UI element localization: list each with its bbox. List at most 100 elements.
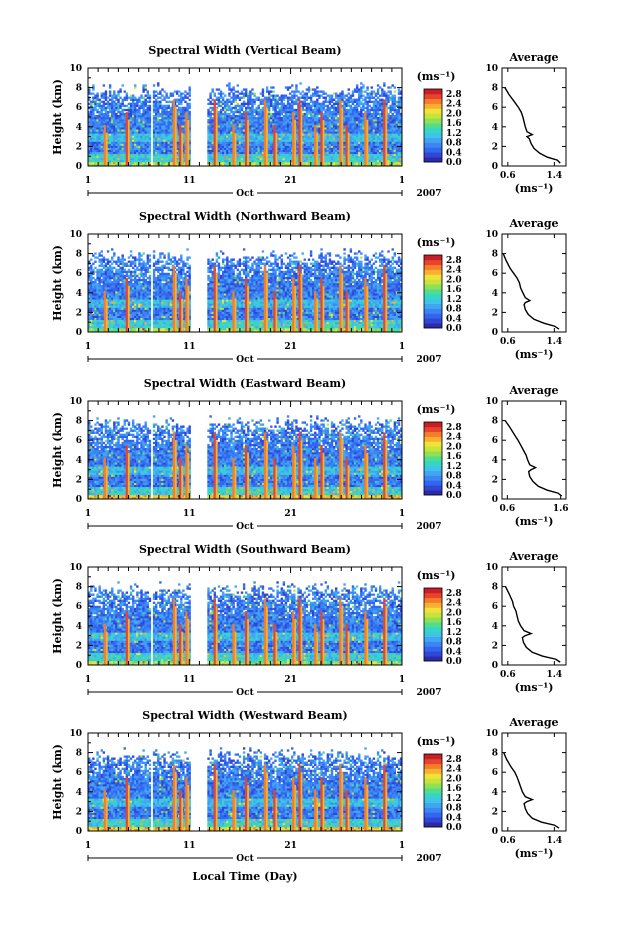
- heat-cell: [398, 103, 400, 105]
- heat-cell: [373, 158, 375, 160]
- heat-cell: [335, 107, 337, 109]
- heat-cell: [232, 121, 234, 123]
- heat-cell: [373, 119, 375, 121]
- heat-cell: [92, 156, 94, 158]
- heat-cell: [212, 131, 214, 133]
- heat-cell: [103, 95, 105, 97]
- heat-cell: [161, 158, 163, 160]
- heat-cell: [149, 99, 151, 101]
- heat-cell: [251, 160, 253, 162]
- heat-cell: [268, 107, 270, 109]
- heat-cell: [274, 115, 276, 117]
- heat-cell: [389, 115, 391, 117]
- heat-cell: [136, 103, 138, 105]
- heat-cell: [329, 109, 331, 111]
- heat-cell: [272, 103, 274, 105]
- heat-cell: [345, 121, 347, 123]
- heat-cell: [383, 82, 385, 84]
- heat-cell: [312, 162, 314, 164]
- heat-cell: [285, 95, 287, 97]
- heat-cell: [237, 162, 239, 164]
- heat-cell: [134, 129, 136, 131]
- heat-cell: [241, 150, 243, 152]
- heat-cell: [243, 152, 245, 154]
- heat-cell: [249, 119, 251, 121]
- heat-cell: [360, 109, 362, 111]
- heat-cell: [94, 129, 96, 131]
- heat-cell: [117, 150, 119, 152]
- heat-cell: [312, 129, 314, 131]
- heat-cell: [113, 129, 115, 131]
- heat-cell: [318, 119, 320, 121]
- heat-cell: [212, 125, 214, 127]
- heat-cell: [170, 142, 172, 144]
- heat-cell: [283, 119, 285, 121]
- heat-cell: [358, 93, 360, 95]
- heat-cell: [121, 111, 123, 113]
- heat-cell: [381, 105, 383, 107]
- heat-cell: [159, 127, 161, 129]
- heat-cell: [163, 111, 165, 113]
- heat-cell: [381, 142, 383, 144]
- heat-cell: [366, 105, 368, 107]
- heat-cell: [262, 131, 264, 133]
- heat-cell: [212, 146, 214, 148]
- heat-cell: [310, 133, 312, 135]
- heat-cell: [360, 117, 362, 119]
- heat-cell: [371, 133, 373, 135]
- heat-cell: [226, 135, 228, 137]
- heat-cell: [115, 125, 117, 127]
- heat-cell: [115, 156, 117, 158]
- heat-cell: [222, 150, 224, 152]
- heat-cell: [337, 133, 339, 135]
- heat-cell: [249, 129, 251, 131]
- heat-cell: [130, 95, 132, 97]
- heat-cell: [218, 133, 220, 135]
- heat-cell: [124, 152, 126, 154]
- heat-cell: [243, 119, 245, 121]
- heat-cell: [109, 103, 111, 105]
- heat-cell: [147, 121, 149, 123]
- heat-cell: [308, 156, 310, 158]
- heat-cell: [306, 125, 308, 127]
- heat-cell: [92, 109, 94, 111]
- heat-cell: [270, 125, 272, 127]
- heat-cell: [358, 88, 360, 90]
- heat-cell: [325, 156, 327, 158]
- heat-cell: [260, 160, 262, 162]
- heat-cell: [128, 113, 130, 115]
- heat-cell: [92, 144, 94, 146]
- heat-cell: [228, 119, 230, 121]
- heat-cell: [285, 111, 287, 113]
- heat-cell: [310, 123, 312, 125]
- heat-cell: [316, 117, 318, 119]
- heat-cell: [132, 97, 134, 99]
- heat-cell: [115, 148, 117, 150]
- heat-cell: [220, 97, 222, 99]
- heat-cell: [232, 86, 234, 88]
- heat-cell: [295, 117, 297, 119]
- heat-cell: [375, 162, 377, 164]
- heat-cell: [115, 137, 117, 139]
- heat-cell: [322, 113, 324, 115]
- heat-cell: [389, 119, 391, 121]
- heat-cell: [115, 144, 117, 146]
- heat-cell: [239, 111, 241, 113]
- heat-cell: [335, 160, 337, 162]
- heat-cell: [214, 95, 216, 97]
- heat-cell: [389, 146, 391, 148]
- heat-cell: [218, 144, 220, 146]
- heat-cell: [255, 131, 257, 133]
- heat-cell: [145, 137, 147, 139]
- heat-cell: [161, 144, 163, 146]
- heat-cell: [255, 109, 257, 111]
- heat-cell: [377, 111, 379, 113]
- heat-cell: [224, 156, 226, 158]
- heat-cell: [128, 117, 130, 119]
- heat-cell: [343, 123, 345, 125]
- heat-cell: [132, 156, 134, 158]
- heat-cell: [161, 99, 163, 101]
- heat-cell: [358, 125, 360, 127]
- heat-cell: [350, 109, 352, 111]
- heat-cell: [230, 125, 232, 127]
